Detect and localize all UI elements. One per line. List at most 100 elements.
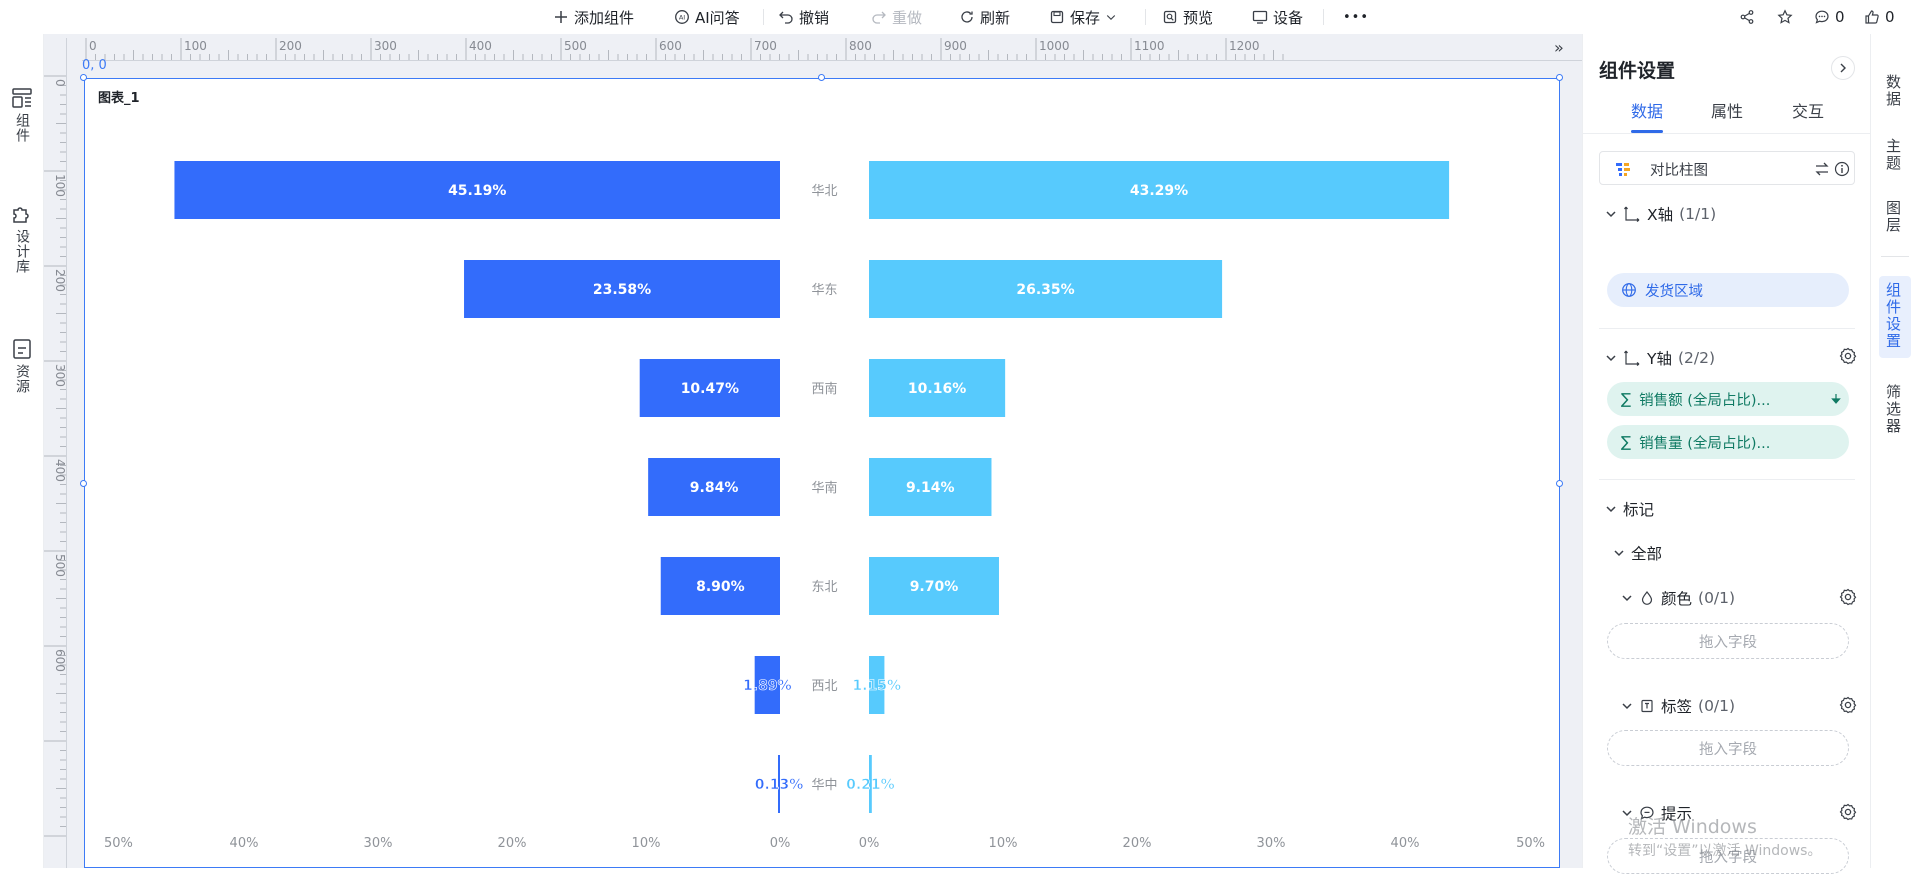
tab-divider — [1583, 133, 1871, 134]
x-tick-label-right: 30% — [1257, 836, 1286, 851]
data-label-left: 45.19% — [448, 183, 506, 199]
bar-left[interactable] — [754, 656, 780, 714]
bar-right[interactable] — [869, 260, 1223, 318]
rail-tab-theme[interactable]: 主题 — [1884, 138, 1902, 172]
rail-tab-layers[interactable]: 图层 — [1884, 200, 1902, 234]
bar-left[interactable] — [648, 458, 780, 516]
bar-right[interactable] — [869, 656, 885, 714]
ai-qa-button[interactable]: AI AI问答 — [674, 7, 740, 27]
like-count: 0 — [1885, 8, 1895, 26]
toolbar-divider — [1145, 9, 1146, 25]
bar-right[interactable] — [869, 557, 999, 615]
device-button[interactable]: 设备 — [1252, 7, 1303, 27]
chevron-down-icon — [1606, 211, 1616, 218]
x-tick-label-right: 50% — [1516, 836, 1545, 851]
x-tick-label-right: 10% — [989, 836, 1018, 851]
ruler-label: 1100 — [1134, 39, 1165, 53]
category-label: 华中 — [811, 778, 837, 793]
bar-left[interactable] — [639, 359, 780, 417]
rail-item-design-library[interactable]: 设计库 — [0, 202, 44, 274]
bar-right[interactable] — [869, 359, 1006, 417]
marks-label-section[interactable]: 标签 (0/1) — [1621, 695, 1735, 717]
resize-handle-left[interactable] — [80, 480, 87, 487]
chevron-down-icon — [1622, 703, 1632, 710]
undo-icon — [779, 11, 793, 24]
chart-type-label: 对比柱图 — [1650, 163, 1708, 179]
rail-item-resources[interactable]: 资源 — [0, 337, 44, 394]
save-button[interactable]: 保存 — [1049, 7, 1117, 27]
x-axis-field-pill[interactable]: 发货区域 — [1607, 273, 1849, 307]
tooltip-gear-icon[interactable] — [1839, 803, 1857, 821]
marks-tooltip-section[interactable]: 提示 — [1621, 802, 1692, 824]
tab-properties[interactable]: 属性 — [1711, 102, 1744, 121]
right-rail: 数据 主题 图层 组件设置 筛选器 — [1870, 34, 1918, 868]
share-button[interactable] — [1739, 7, 1755, 27]
category-label: 东北 — [811, 580, 837, 595]
comment-button[interactable]: 0 — [1814, 7, 1845, 27]
x-axis-section[interactable]: X轴 (1/1) — [1605, 203, 1716, 225]
data-label-left: 10.47% — [681, 381, 739, 397]
bar-left[interactable] — [660, 557, 780, 615]
ruler-label: 100 — [53, 174, 66, 197]
comment-icon — [1815, 10, 1829, 24]
collapse-panel-button[interactable] — [1831, 56, 1855, 80]
info-icon[interactable] — [1834, 161, 1850, 177]
tab-data[interactable]: 数据 — [1631, 102, 1664, 121]
more-button[interactable]: ••• — [1343, 7, 1369, 27]
bar-left[interactable] — [464, 260, 780, 318]
vertical-ruler: 0 100 200 300 400 500 600 — [44, 75, 66, 837]
label-gear-icon[interactable] — [1839, 696, 1857, 714]
ruler-label: 900 — [944, 39, 967, 53]
rail-item-components[interactable]: 组件 — [0, 86, 44, 143]
resize-handle-top-right[interactable] — [1556, 74, 1563, 81]
category-label: 西北 — [811, 679, 837, 694]
x-tick-label-right: 20% — [1123, 836, 1152, 851]
y-axis-field-pill-quantity[interactable]: ∑ 销售量 (全局占比)... — [1607, 425, 1849, 459]
data-label-right: 26.35% — [1016, 282, 1074, 298]
add-component-button[interactable]: 添加组件 — [553, 7, 634, 27]
globe-icon — [1622, 283, 1636, 297]
star-icon — [1777, 9, 1793, 24]
color-drop-zone[interactable]: 拖入字段 — [1607, 623, 1849, 659]
label-drop-zone[interactable]: 拖入字段 — [1607, 730, 1849, 766]
resize-handle-right[interactable] — [1556, 480, 1563, 487]
y-axis-field-pill-sales[interactable]: ∑ 销售额 (全局占比)... — [1607, 382, 1849, 416]
rail-tab-filters[interactable]: 筛选器 — [1884, 384, 1902, 435]
x-tick-label-right: 40% — [1391, 836, 1420, 851]
redo-button[interactable]: 重做 — [871, 7, 922, 27]
ruler-label: 1000 — [1039, 39, 1070, 53]
bar-right[interactable] — [869, 458, 992, 516]
like-button[interactable]: 0 — [1864, 7, 1895, 27]
tooltip-icon — [1640, 806, 1654, 820]
rail-tab-component-settings[interactable]: 组件设置 — [1884, 282, 1902, 350]
refresh-button[interactable]: 刷新 — [959, 7, 1010, 27]
favorite-button[interactable] — [1777, 7, 1793, 27]
tab-interaction[interactable]: 交互 — [1792, 102, 1825, 121]
marks-all-section[interactable]: 全部 — [1613, 542, 1662, 564]
data-label-left: 9.84% — [690, 480, 739, 496]
bar-left[interactable] — [174, 161, 781, 219]
chart-type-selector[interactable]: 对比柱图 — [1599, 151, 1855, 185]
windows-activation-hint: 转到“设置”以激活 Windows。 — [1628, 843, 1822, 859]
marks-section[interactable]: 标记 — [1605, 498, 1654, 520]
svg-text:AI: AI — [679, 14, 685, 22]
marks-color-section[interactable]: 颜色 (0/1) — [1621, 587, 1735, 609]
chevron-down-icon — [1614, 550, 1624, 557]
rail-tab-active-bg — [1879, 276, 1911, 358]
rail-tab-data[interactable]: 数据 — [1884, 74, 1902, 108]
bar-left[interactable] — [778, 755, 780, 813]
swap-icon[interactable] — [1814, 161, 1830, 177]
expand-right-icon[interactable]: » — [1554, 38, 1564, 57]
resize-handle-top-left[interactable] — [80, 74, 87, 81]
bar-right[interactable] — [869, 161, 1450, 219]
sort-down-icon[interactable] — [1831, 393, 1841, 405]
y-axis-section[interactable]: Y轴 (2/2) — [1605, 347, 1715, 369]
bar-right[interactable] — [869, 755, 872, 813]
preview-button[interactable]: 预览 — [1162, 7, 1213, 27]
resize-handle-top[interactable] — [818, 74, 825, 81]
rail-divider — [1881, 256, 1909, 257]
y-axis-gear-icon[interactable] — [1839, 347, 1857, 365]
chart-component[interactable]: 图表_1 45.19% 43.29% 华北 23.58% 26.35% 华东 10.47% 1… — [84, 78, 1560, 868]
color-gear-icon[interactable] — [1839, 588, 1857, 606]
undo-button[interactable]: 撤销 — [778, 7, 829, 27]
